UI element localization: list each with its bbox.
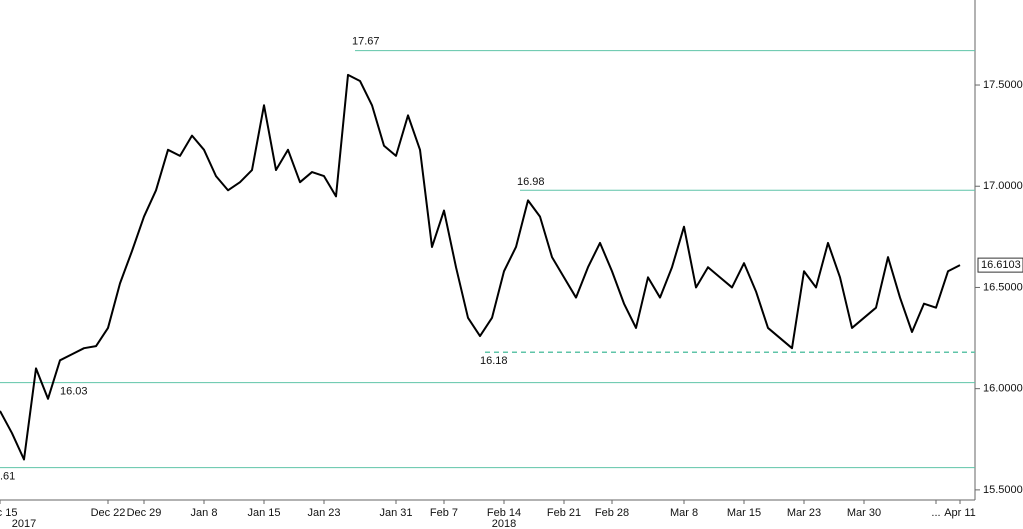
x-tick-label: Mar 15 <box>727 507 761 519</box>
x-tick-label: Jan 8 <box>191 507 218 519</box>
y-tick-label: 17.5000 <box>983 79 1023 91</box>
x-tick-label: ... <box>931 507 940 519</box>
year-label: 2017 <box>12 518 36 529</box>
x-tick-label: Mar 30 <box>847 507 881 519</box>
level-label: .61 <box>0 471 15 483</box>
level-label: 16.18 <box>480 355 508 367</box>
price-line <box>0 73 961 461</box>
x-tick-label: Mar 23 <box>787 507 821 519</box>
level-label: 16.03 <box>60 385 88 397</box>
y-tick-label: 16.0000 <box>983 383 1023 395</box>
x-tick-label: Dec 22 <box>91 507 126 519</box>
x-tick-label: Mar 8 <box>670 507 698 519</box>
last-value-label: 16.6103 <box>981 259 1021 271</box>
level-label: 17.67 <box>352 36 380 48</box>
x-tick-label: Feb 7 <box>430 507 458 519</box>
x-tick-label: Feb 28 <box>595 507 629 519</box>
year-label: 2018 <box>492 518 516 529</box>
x-tick-label: Dec 15 <box>0 507 17 519</box>
y-tick-label: 15.5000 <box>983 484 1023 496</box>
level-label: 16.98 <box>517 176 545 188</box>
y-tick-label: 16.5000 <box>983 281 1023 293</box>
x-tick-label: Jan 23 <box>307 507 340 519</box>
x-tick-label: Feb 14 <box>487 507 521 519</box>
last-value-box <box>977 257 1023 273</box>
x-tick-label: Jan 31 <box>379 507 412 519</box>
y-tick-label: 17.0000 <box>983 180 1023 192</box>
x-tick-label: Apr 11 <box>944 507 976 519</box>
x-tick-label: Feb 21 <box>547 507 581 519</box>
x-tick-label: Dec 29 <box>127 507 162 519</box>
x-tick-label: Jan 15 <box>247 507 280 519</box>
